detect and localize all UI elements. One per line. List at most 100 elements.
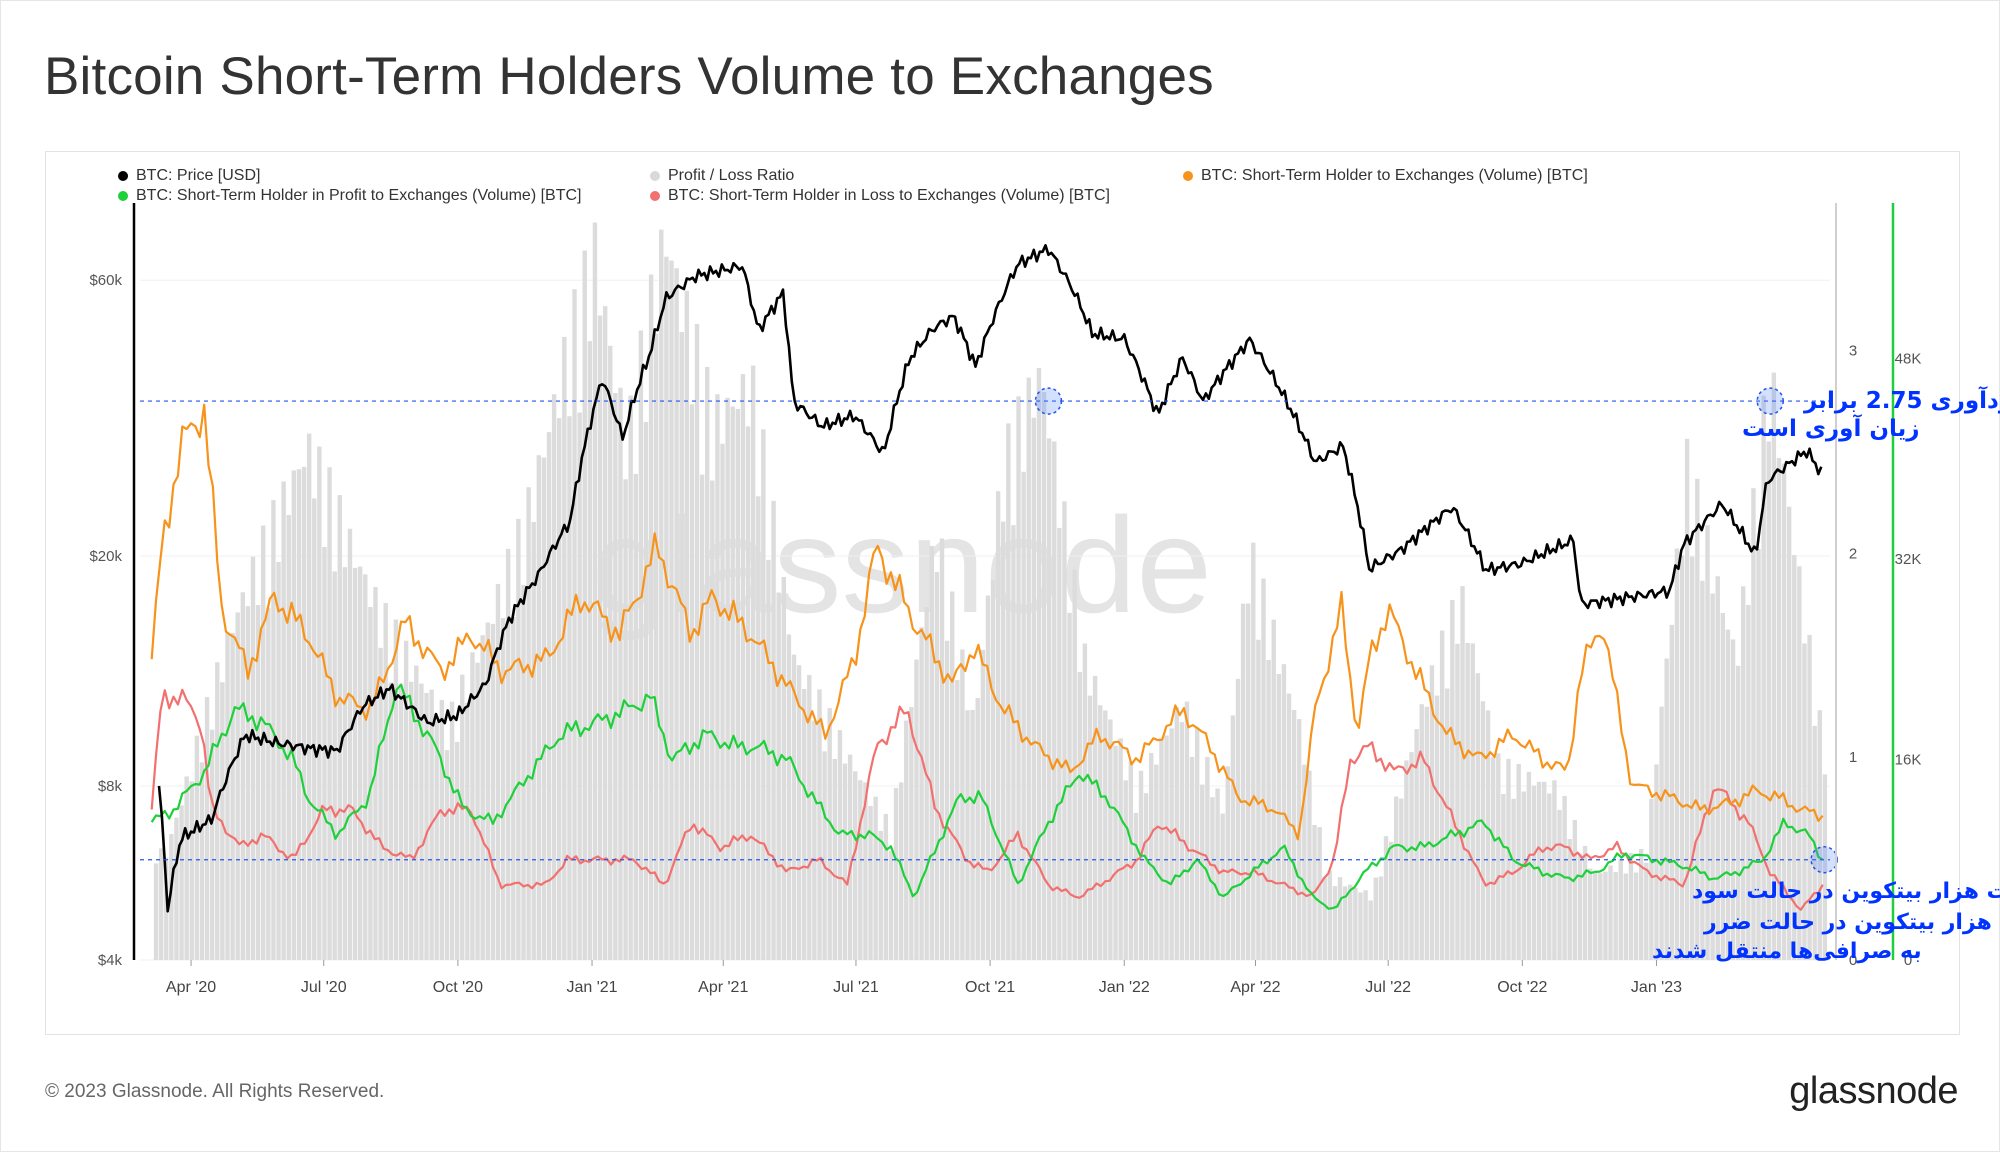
ratio-bar: [240, 592, 245, 960]
ratio-bar: [424, 692, 429, 960]
ratio-bar: [776, 592, 781, 960]
ratio-bar: [454, 741, 460, 960]
ratio-bar: [1337, 877, 1343, 960]
ratio-bar: [1623, 873, 1629, 960]
ratio-bar: [1353, 887, 1358, 960]
legend-item-price[interactable]: BTC: Price [USD]: [118, 167, 260, 185]
ratio-bar: [1052, 441, 1057, 960]
ratio-bar: [1057, 527, 1062, 960]
ratio-bar: [1516, 764, 1521, 960]
ratio-bar: [1547, 793, 1552, 960]
ratio-bar: [1424, 706, 1430, 960]
ratio-bar: [1031, 417, 1037, 960]
ratio-bar: [1082, 643, 1088, 960]
legend-item-profit-loss-ratio[interactable]: Profit / Loss Ratio: [650, 167, 794, 185]
ratio-bar: [1460, 586, 1465, 960]
ratio-bar: [853, 771, 858, 960]
legend-dot-sth: [1183, 171, 1193, 181]
ratio-bar: [1450, 599, 1455, 960]
ratio-bar: [352, 567, 358, 960]
ratio-bar: [511, 617, 516, 960]
ratio-bar: [1715, 576, 1720, 960]
ratio-bar: [235, 612, 240, 960]
x-tick-label: Jan '23: [1631, 979, 1682, 996]
ratio-bar: [699, 474, 705, 960]
ratio-bar: [1429, 665, 1435, 960]
ratio-bar: [582, 250, 587, 960]
ratio-bar: [1822, 774, 1828, 960]
ratio-bar: [291, 470, 297, 960]
ratio-bar: [1291, 709, 1297, 960]
legend-item-sth-exchanges[interactable]: BTC: Short-Term Holder to Exchanges (Vol…: [1183, 167, 1588, 185]
ratio-bar: [1077, 672, 1082, 960]
ratio-bar: [312, 498, 317, 960]
ratio-bar: [1297, 719, 1302, 960]
ratio-bar: [1705, 525, 1710, 960]
ratio-bar: [567, 416, 572, 961]
ratio-bar: [434, 721, 439, 960]
ratio-bar: [1036, 367, 1042, 961]
ratio-bar: [1756, 548, 1761, 960]
ratio-bar: [1240, 603, 1246, 960]
legend-item-sth-profit[interactable]: BTC: Short-Term Holder in Profit to Exch…: [118, 187, 581, 205]
ratio-bar: [551, 394, 557, 960]
ratio-bar: [1526, 771, 1532, 960]
ratio-bar: [363, 574, 368, 960]
ratio-bar: [1103, 710, 1108, 960]
ratio-bar: [1766, 441, 1771, 960]
ratio-bar: [562, 336, 567, 960]
ratio-bar: [1700, 580, 1705, 960]
ratio-bar: [1286, 693, 1292, 960]
ratio-bar: [653, 333, 659, 961]
ratio-bar: [960, 649, 965, 960]
ratio-bar: [1638, 848, 1644, 960]
ratio-bar: [1276, 673, 1282, 960]
legend-item-sth-loss[interactable]: BTC: Short-Term Holder in Loss to Exchan…: [650, 187, 1110, 205]
ratio-bar: [174, 817, 179, 960]
ratio-bar: [1210, 797, 1215, 960]
ratio-bar: [694, 323, 700, 960]
ratio-bar: [1542, 781, 1547, 960]
series-line-sth-total: [150, 403, 1824, 841]
ratio-bar: [781, 577, 786, 960]
ratio-bar: [1194, 727, 1200, 960]
reference-lines: [140, 387, 1838, 874]
ratio-bar: [531, 521, 536, 960]
ratio-bar: [505, 548, 511, 960]
x-tick-label: Jan '22: [1099, 979, 1150, 996]
ratio-bar: [817, 689, 822, 960]
ratio-bar: [955, 680, 960, 960]
ratio-bar: [398, 683, 404, 960]
ratio-bar: [1771, 372, 1777, 960]
ratio-bar: [1087, 695, 1093, 960]
ratio-bar: [1016, 396, 1021, 961]
ratio-bar: [1358, 892, 1363, 960]
ratio-bar: [761, 429, 766, 960]
axes: $4k $8k $20k $60k 0 1 2 3 0 16K 32K 48K Apr '20 Jul '…: [89, 203, 1921, 996]
ratio-bar: [1133, 812, 1139, 960]
ratio-bar: [1261, 578, 1266, 960]
ratio-bar: [1572, 820, 1578, 960]
ratio-bar: [766, 559, 771, 960]
ratio-bar: [1164, 735, 1169, 960]
brand-logo[interactable]: glassnode: [1789, 1070, 1958, 1112]
ratio-bar: [944, 640, 950, 960]
ratio-bar: [934, 572, 940, 960]
ratio-bar: [710, 480, 715, 960]
ratio-bar: [608, 345, 613, 961]
ratio-bar: [858, 780, 863, 960]
ratio-bar: [1797, 566, 1802, 960]
ratio-bar: [1751, 488, 1756, 960]
ratio-bar: [745, 426, 751, 960]
ratio-bar: [771, 500, 776, 960]
ratio-bar: [1730, 639, 1736, 960]
ratio-bar: [444, 750, 450, 960]
annotation-top-line-1: سهم سودآوری 2.75 برابر: [1803, 385, 2000, 414]
ratio-bar: [801, 689, 807, 960]
ratio-bar: [557, 418, 562, 960]
ratio-bar: [587, 341, 593, 960]
ratio-bar: [1220, 813, 1225, 960]
ratio-bar: [623, 479, 628, 960]
ratio-bar: [332, 571, 337, 960]
